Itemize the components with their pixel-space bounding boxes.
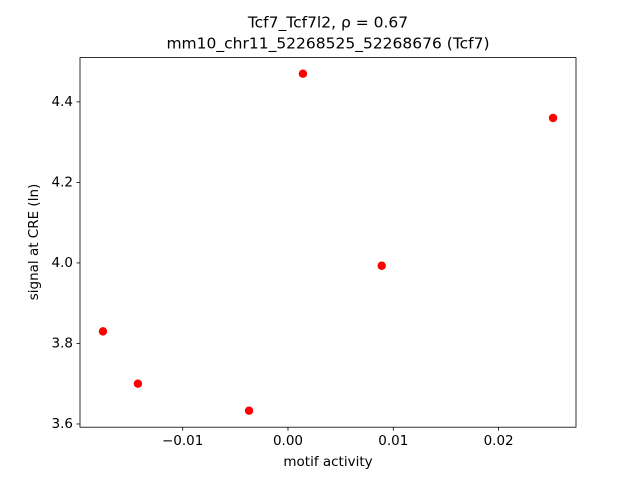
point xyxy=(244,406,254,415)
x-axis-label: motif activity xyxy=(283,454,372,470)
x-tick-label: 0.01 xyxy=(378,433,408,449)
y-tick-label: 3.6 xyxy=(52,416,73,432)
x-tick-label: 0.02 xyxy=(484,433,514,449)
y-tick-label: 4.2 xyxy=(52,174,73,190)
point xyxy=(98,327,108,336)
y-tick-label: 4.0 xyxy=(52,255,73,271)
y-tick-label: 4.4 xyxy=(52,94,73,110)
axes-frame xyxy=(79,57,577,428)
y-axis-label: signal at CRE (ln) xyxy=(26,184,42,301)
x-tick-label: −0.01 xyxy=(162,433,203,449)
point xyxy=(133,379,143,388)
point xyxy=(377,261,386,270)
point xyxy=(298,69,308,78)
point xyxy=(548,113,558,123)
y-tick-label: 3.8 xyxy=(52,335,73,351)
x-tick-label: 0.00 xyxy=(273,433,303,449)
chart-title: Tcf7_Tcf7l2, ρ = 0.67 xyxy=(247,14,408,33)
chart-subtitle: mm10_chr11_52268525_52268676 (Tcf7) xyxy=(166,35,489,54)
